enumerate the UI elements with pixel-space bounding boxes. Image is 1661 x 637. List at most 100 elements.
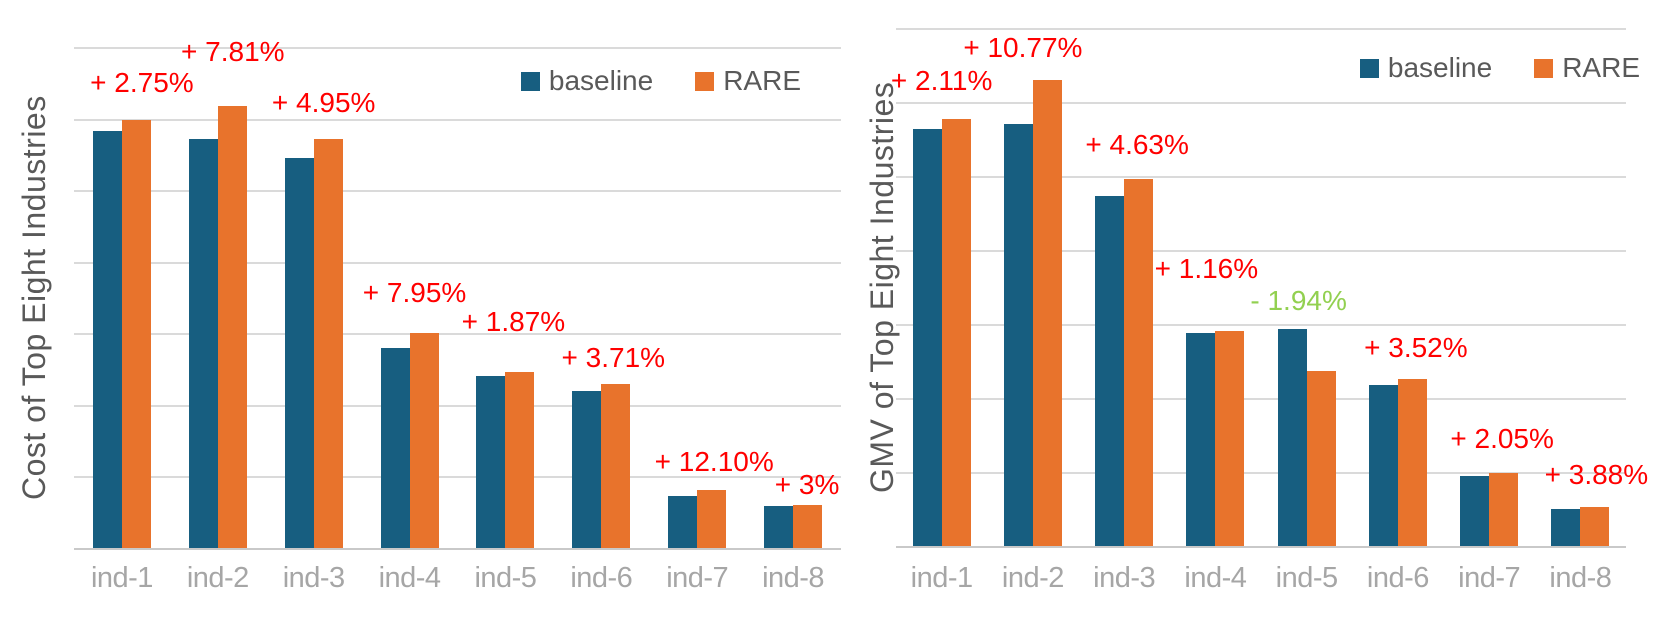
- legend-swatch-rare-icon: [1534, 58, 1554, 78]
- bar-group-ind-2: [170, 47, 266, 548]
- x-tick-label-ind-7: ind-7: [1458, 562, 1521, 594]
- bar-group-ind-3: [266, 47, 362, 548]
- bar-baseline-ind-7: [668, 496, 698, 548]
- gmv-chart-panel: GMV of Top Eight Industries baseline RAR…: [856, 0, 1661, 637]
- legend-swatch-baseline-icon: [520, 71, 540, 91]
- bar-baseline-ind-1: [92, 131, 122, 548]
- plot-area: baseline RARE + 2.75% + 7.81% + 4.95% + 7.9…: [74, 38, 841, 550]
- bar-groups: [896, 28, 1626, 546]
- bar-group-ind-5: [1261, 28, 1352, 546]
- bar-group-ind-8: [745, 47, 841, 548]
- gridline: [74, 118, 841, 121]
- bar-rare-ind-8: [1580, 506, 1610, 546]
- legend-label-baseline: baseline: [1387, 52, 1493, 83]
- gridline: [74, 476, 841, 479]
- bar-group-ind-2: [987, 28, 1078, 546]
- gridline: [896, 102, 1626, 104]
- bar-rare-ind-5: [1306, 371, 1336, 546]
- x-tick-label-ind-4: ind-4: [378, 562, 441, 594]
- annotation-ind-7: + 12.10%: [654, 446, 774, 478]
- annotation-ind-6: + 3.71%: [561, 341, 666, 373]
- legend-label-rare: RARE: [1562, 52, 1640, 83]
- bar-baseline-ind-2: [1003, 123, 1033, 546]
- gridline: [896, 472, 1626, 474]
- bar-rare-ind-7: [697, 490, 727, 548]
- bar-rare-ind-3: [313, 138, 343, 548]
- bar-baseline-ind-6: [572, 390, 602, 548]
- legend-swatch-rare-icon: [695, 71, 715, 91]
- gridline: [74, 47, 841, 49]
- bar-rare-ind-1: [121, 119, 151, 548]
- bar-group-ind-4: [1170, 28, 1261, 546]
- bar-baseline-ind-8: [1551, 509, 1581, 546]
- x-tick-label-ind-6: ind-6: [1366, 562, 1430, 594]
- bar-rare-ind-2: [1032, 79, 1062, 546]
- bar-rare-ind-3: [1124, 179, 1154, 546]
- x-tick-label-ind-3: ind-3: [282, 562, 345, 594]
- annotation-ind-4: + 7.95%: [362, 276, 467, 308]
- bar-rare-ind-6: [601, 383, 631, 548]
- bar-rare-ind-4: [1215, 331, 1245, 546]
- bar-baseline-ind-4: [1186, 333, 1216, 546]
- gridline: [896, 324, 1626, 326]
- x-tick-label-ind-2: ind-2: [186, 562, 249, 594]
- bar-group-ind-7: [1444, 28, 1535, 546]
- x-tick-label-ind-4: ind-4: [1184, 562, 1247, 594]
- bar-groups: [74, 47, 841, 548]
- x-tick-label-ind-5: ind-5: [1275, 562, 1339, 594]
- annotation-ind-7: + 2.05%: [1450, 423, 1554, 455]
- bar-baseline-ind-2: [188, 138, 218, 548]
- bar-baseline-ind-3: [1095, 195, 1125, 546]
- gridline: [74, 333, 841, 336]
- x-tick-label-ind-8: ind-8: [1549, 562, 1612, 594]
- bar-group-ind-5: [458, 47, 554, 548]
- gridline: [74, 261, 841, 264]
- x-tick-label-ind-8: ind-8: [762, 562, 825, 594]
- x-tick-label-ind-2: ind-2: [1001, 562, 1065, 594]
- gridline: [896, 28, 1626, 30]
- legend: baseline RARE: [1359, 52, 1640, 83]
- bar-baseline-ind-3: [284, 157, 314, 548]
- bar-baseline-ind-4: [380, 347, 410, 548]
- annotation-ind-5: - 1.94%: [1250, 285, 1347, 317]
- legend-item-baseline: baseline: [520, 65, 654, 96]
- annotation-ind-1: + 2.11%: [890, 65, 993, 97]
- legend: baseline RARE: [520, 65, 801, 96]
- annotation-ind-8: + 3.88%: [1544, 458, 1649, 490]
- bar-rare-ind-6: [1397, 379, 1427, 546]
- plot-area: baseline RARE + 2.11% + 10.77% + 4.63% + 1.…: [891, 28, 1648, 548]
- legend-item-rare: RARE: [695, 67, 801, 95]
- x-tick-label-ind-3: ind-3: [1093, 562, 1156, 594]
- x-tick-label-ind-6: ind-6: [570, 562, 633, 594]
- x-tick-label-ind-5: ind-5: [474, 562, 537, 594]
- bar-group-ind-1: [74, 47, 170, 548]
- bar-rare-ind-1: [941, 119, 971, 546]
- gridline: [896, 176, 1626, 178]
- bar-group-ind-1: [896, 28, 987, 546]
- legend-label-rare: RARE: [723, 65, 801, 96]
- bar-group-ind-6: [553, 47, 649, 548]
- bar-rare-ind-8: [793, 505, 823, 548]
- annotation-ind-8: + 3%: [774, 469, 840, 501]
- x-tick-label-ind-1: ind-1: [910, 562, 974, 594]
- legend-label-baseline: baseline: [548, 65, 654, 96]
- annotation-ind-3: + 4.95%: [271, 86, 376, 118]
- annotation-ind-2: + 10.77%: [963, 31, 1083, 63]
- x-tick-label-ind-7: ind-7: [666, 562, 729, 594]
- bar-baseline-ind-1: [912, 129, 942, 546]
- annotation-ind-5: + 1.87%: [461, 306, 566, 338]
- annotation-ind-3: + 4.63%: [1085, 129, 1189, 161]
- bar-rare-ind-2: [217, 106, 247, 548]
- annotation-ind-1: + 2.75%: [90, 66, 194, 98]
- annotation-ind-6: + 3.52%: [1364, 332, 1468, 364]
- bar-baseline-ind-5: [1277, 329, 1307, 546]
- gridline: [74, 190, 841, 193]
- x-axis-labels: ind-1 ind-2 ind-3 ind-4 ind-5 ind-6 ind-7 ind-8: [896, 562, 1626, 595]
- legend-item-baseline: baseline: [1359, 52, 1493, 83]
- gridline: [896, 398, 1626, 400]
- bar-baseline-ind-5: [476, 375, 506, 548]
- bar-group-ind-4: [362, 47, 458, 548]
- bar-rare-ind-5: [505, 372, 535, 548]
- x-tick-label-ind-1: ind-1: [90, 562, 153, 594]
- bar-group-ind-3: [1079, 28, 1170, 546]
